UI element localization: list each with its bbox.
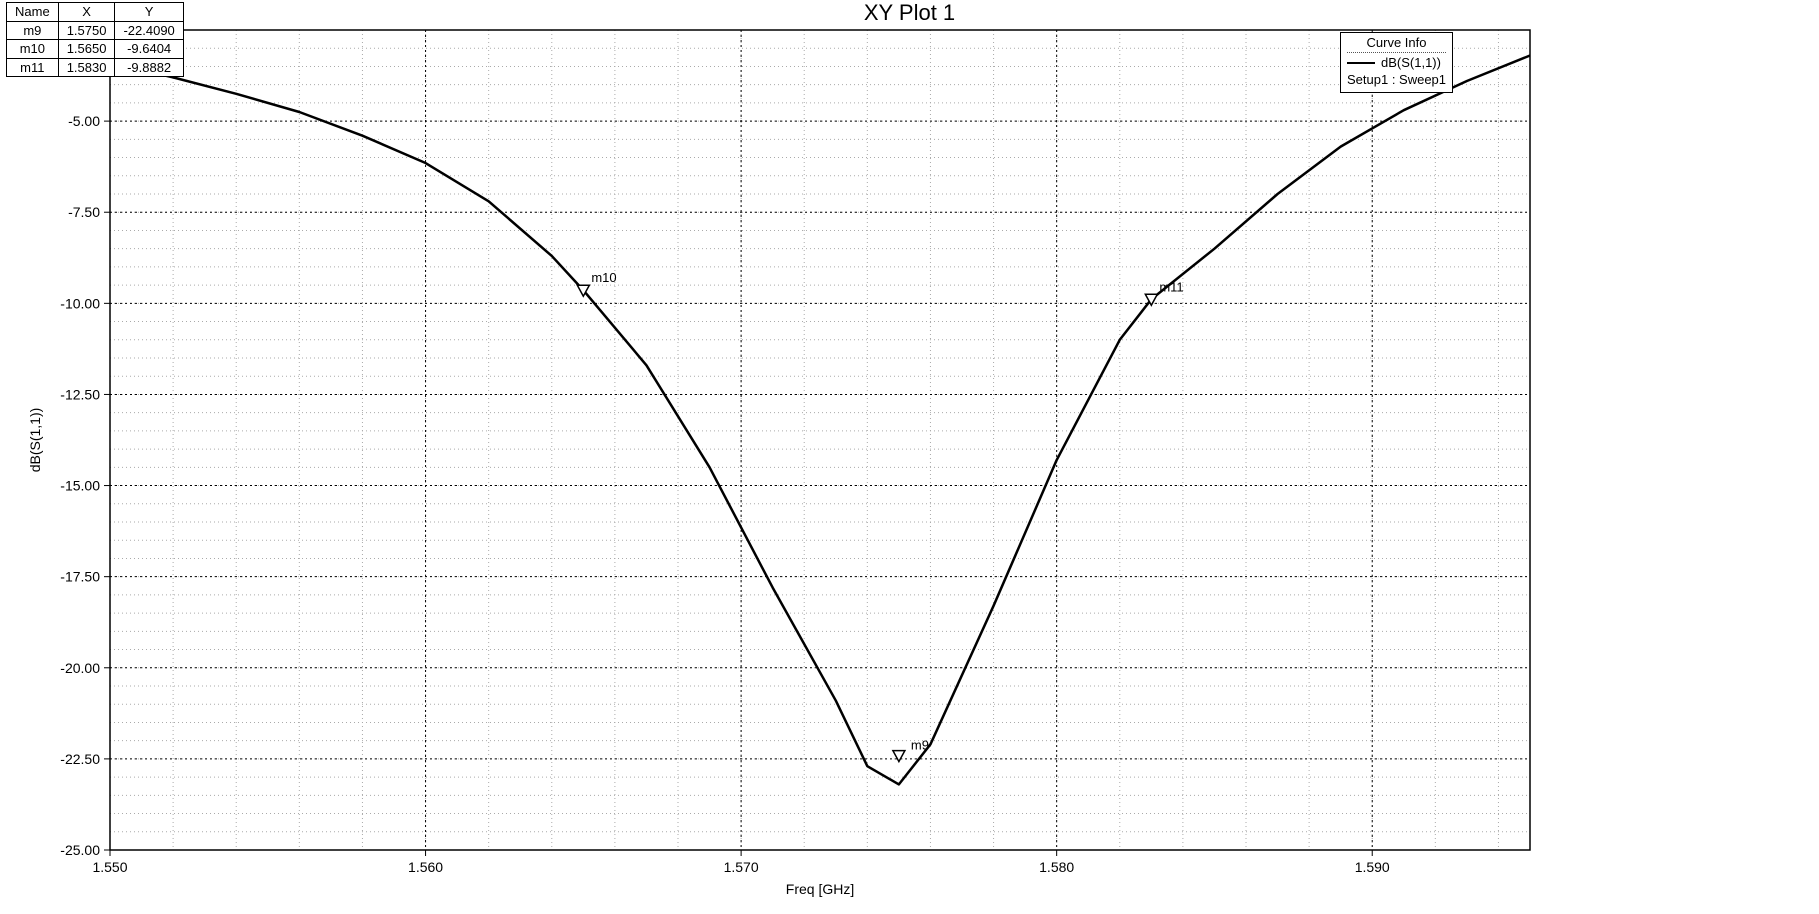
y-tick-label: -7.50 (68, 204, 100, 220)
marker-table-cell: m9 (7, 21, 59, 40)
y-tick-label: -20.00 (60, 660, 100, 676)
legend-swatch-icon (1347, 62, 1375, 64)
x-tick-label: 1.570 (724, 859, 759, 875)
marker-m10-label: m10 (591, 270, 616, 285)
y-tick-label: -10.00 (60, 295, 100, 311)
marker-table-header-row: Name X Y (7, 3, 184, 22)
y-tick-label: -22.50 (60, 751, 100, 767)
marker-table-cell: m10 (7, 40, 59, 59)
marker-table-cell: 1.5750 (58, 21, 115, 40)
legend-setup-label: Setup1 : Sweep1 (1347, 72, 1446, 88)
x-tick-label: 1.580 (1039, 859, 1074, 875)
marker-m9-label: m9 (911, 738, 929, 753)
marker-table-col-x: X (58, 3, 115, 22)
marker-table-row: m101.5650-9.6404 (7, 40, 184, 59)
x-tick-label: 1.590 (1355, 859, 1390, 875)
plot-title: XY Plot 1 (0, 0, 1819, 26)
marker-table-col-name: Name (7, 3, 59, 22)
y-axis-label: dB(S(1,1)) (27, 408, 43, 473)
marker-table-row: m111.5830-9.8882 (7, 58, 184, 77)
y-tick-label: -5.00 (68, 113, 100, 129)
marker-m11-label: m11 (1159, 279, 1183, 294)
legend-title: Curve Info (1347, 35, 1446, 53)
marker-table-row: m91.5750-22.4090 (7, 21, 184, 40)
x-tick-label: 1.550 (92, 859, 127, 875)
y-tick-label: -25.00 (60, 842, 100, 858)
chart-container: XY Plot 1 1.550 1.560 1.570 1.580 1.590 -25.0… (0, 0, 1819, 914)
marker-table-cell: 1.5650 (58, 40, 115, 59)
marker-table-cell: -22.4090 (115, 21, 183, 40)
marker-table: Name X Y m91.5750-22.4090m101.5650-9.640… (6, 2, 184, 77)
y-tick-label: -12.50 (60, 386, 100, 402)
marker-table-cell: -9.8882 (115, 58, 183, 77)
marker-table-col-y: Y (115, 3, 183, 22)
legend-curve-row: dB(S(1,1)) (1347, 55, 1446, 71)
marker-table-cell: -9.6404 (115, 40, 183, 59)
y-tick-label: -15.00 (60, 478, 100, 494)
plot-title-text: XY Plot 1 (864, 0, 955, 25)
marker-table-cell: m11 (7, 58, 59, 77)
legend-box: Curve Info dB(S(1,1)) Setup1 : Sweep1 (1340, 32, 1453, 93)
x-axis-label: Freq [GHz] (786, 881, 854, 897)
y-tick-label: -17.50 (60, 569, 100, 585)
marker-table-cell: 1.5830 (58, 58, 115, 77)
plot-svg: 1.550 1.560 1.570 1.580 1.590 -25.00 -22.50 -20… (0, 0, 1819, 914)
legend-curve-label: dB(S(1,1)) (1381, 55, 1441, 71)
x-tick-label: 1.560 (408, 859, 443, 875)
